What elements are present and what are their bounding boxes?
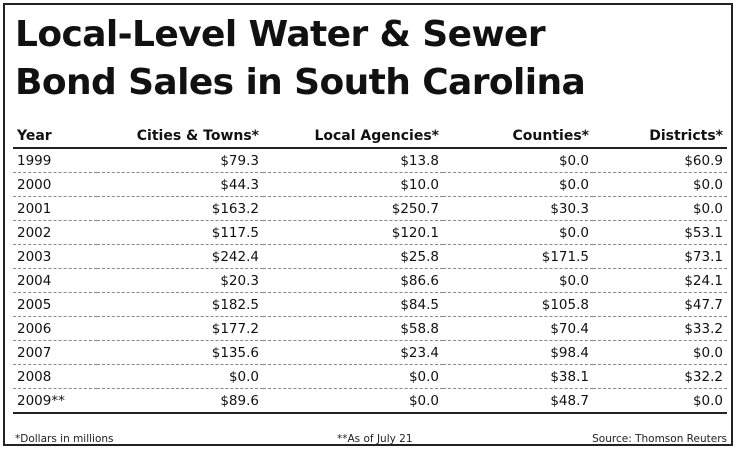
column-header-cities-towns: Cities & Towns* [97, 125, 263, 149]
counties-cell: $70.4 [443, 316, 593, 341]
chart-frame: Local-Level Water & Sewer Bond Sales in … [3, 3, 733, 446]
counties-cell: $0.0 [443, 148, 593, 173]
cities-towns-cell: $89.6 [97, 388, 263, 414]
districts-cell: $73.1 [593, 244, 727, 269]
year-cell: 2005 [13, 292, 97, 317]
table-row: 2003 $242.4 $25.8 $171.5 $73.1 [13, 244, 727, 269]
title-line-1: Local-Level Water & Sewer [15, 14, 546, 55]
chart-footer: *Dollars in millions **As of July 21 Sou… [15, 433, 727, 447]
table-row: 2000 $44.3 $10.0 $0.0 $0.0 [13, 172, 727, 197]
table-row: 2008 $0.0 $0.0 $38.1 $32.2 [13, 364, 727, 389]
counties-cell: $38.1 [443, 364, 593, 389]
counties-cell: $171.5 [443, 244, 593, 269]
local-agencies-cell: $58.8 [263, 316, 443, 341]
year-cell: 1999 [13, 148, 97, 173]
title-line-2: Bond Sales in South Carolina [15, 62, 586, 103]
year-cell: 2001 [13, 196, 97, 221]
districts-cell: $32.2 [593, 364, 727, 389]
table-row: 2007 $135.6 $23.4 $98.4 $0.0 [13, 340, 727, 365]
local-agencies-cell: $23.4 [263, 340, 443, 365]
cities-towns-cell: $177.2 [97, 316, 263, 341]
districts-cell: $24.1 [593, 268, 727, 293]
cities-towns-cell: $163.2 [97, 196, 263, 221]
counties-cell: $0.0 [443, 220, 593, 245]
year-cell: 2000 [13, 172, 97, 197]
counties-cell: $105.8 [443, 292, 593, 317]
districts-cell: $0.0 [593, 196, 727, 221]
table-row: 2006 $177.2 $58.8 $70.4 $33.2 [13, 316, 727, 341]
cities-towns-cell: $117.5 [97, 220, 263, 245]
year-cell: 2002 [13, 220, 97, 245]
cities-towns-cell: $79.3 [97, 148, 263, 173]
local-agencies-cell: $86.6 [263, 268, 443, 293]
districts-cell: $47.7 [593, 292, 727, 317]
cities-towns-cell: $182.5 [97, 292, 263, 317]
cities-towns-cell: $242.4 [97, 244, 263, 269]
column-header-districts: Districts* [593, 125, 727, 149]
districts-cell: $33.2 [593, 316, 727, 341]
year-cell: 2008 [13, 364, 97, 389]
table-row: 2009** $89.6 $0.0 $48.7 $0.0 [13, 388, 727, 414]
local-agencies-cell: $250.7 [263, 196, 443, 221]
counties-cell: $0.0 [443, 172, 593, 197]
bond-sales-table: Year Cities & Towns* Local Agencies* Cou… [13, 125, 727, 414]
column-header-counties: Counties* [443, 125, 593, 149]
footnote-dollars: *Dollars in millions [15, 433, 114, 445]
local-agencies-cell: $0.0 [263, 388, 443, 414]
table-row: 2004 $20.3 $86.6 $0.0 $24.1 [13, 268, 727, 293]
districts-cell: $0.0 [593, 340, 727, 365]
districts-cell: $60.9 [593, 148, 727, 173]
year-cell: 2007 [13, 340, 97, 365]
cities-towns-cell: $20.3 [97, 268, 263, 293]
districts-cell: $53.1 [593, 220, 727, 245]
table-row: 2002 $117.5 $120.1 $0.0 $53.1 [13, 220, 727, 245]
counties-cell: $0.0 [443, 268, 593, 293]
cities-towns-cell: $44.3 [97, 172, 263, 197]
local-agencies-cell: $13.8 [263, 148, 443, 173]
cities-towns-cell: $0.0 [97, 364, 263, 389]
footnote-as-of: **As of July 21 [337, 433, 413, 445]
districts-cell: $0.0 [593, 172, 727, 197]
chart-title: Local-Level Water & Sewer Bond Sales in … [15, 11, 586, 107]
table-body: 1999 $79.3 $13.8 $0.0 $60.9 2000 $44.3 $10.0 $0.… [13, 148, 727, 414]
districts-cell: $0.0 [593, 388, 727, 414]
year-cell: 2006 [13, 316, 97, 341]
column-header-year: Year [13, 125, 97, 149]
counties-cell: $98.4 [443, 340, 593, 365]
column-header-local-agencies: Local Agencies* [263, 125, 443, 149]
local-agencies-cell: $84.5 [263, 292, 443, 317]
year-cell: 2004 [13, 268, 97, 293]
table-row: 2005 $182.5 $84.5 $105.8 $47.7 [13, 292, 727, 317]
table-row: 1999 $79.3 $13.8 $0.0 $60.9 [13, 148, 727, 173]
cities-towns-cell: $135.6 [97, 340, 263, 365]
year-cell: 2009** [13, 388, 97, 414]
year-cell: 2003 [13, 244, 97, 269]
source-note: Source: Thomson Reuters [592, 433, 727, 445]
local-agencies-cell: $10.0 [263, 172, 443, 197]
local-agencies-cell: $25.8 [263, 244, 443, 269]
local-agencies-cell: $0.0 [263, 364, 443, 389]
table-row: 2001 $163.2 $250.7 $30.3 $0.0 [13, 196, 727, 221]
counties-cell: $30.3 [443, 196, 593, 221]
local-agencies-cell: $120.1 [263, 220, 443, 245]
counties-cell: $48.7 [443, 388, 593, 414]
table-header-row: Year Cities & Towns* Local Agencies* Cou… [13, 125, 727, 149]
